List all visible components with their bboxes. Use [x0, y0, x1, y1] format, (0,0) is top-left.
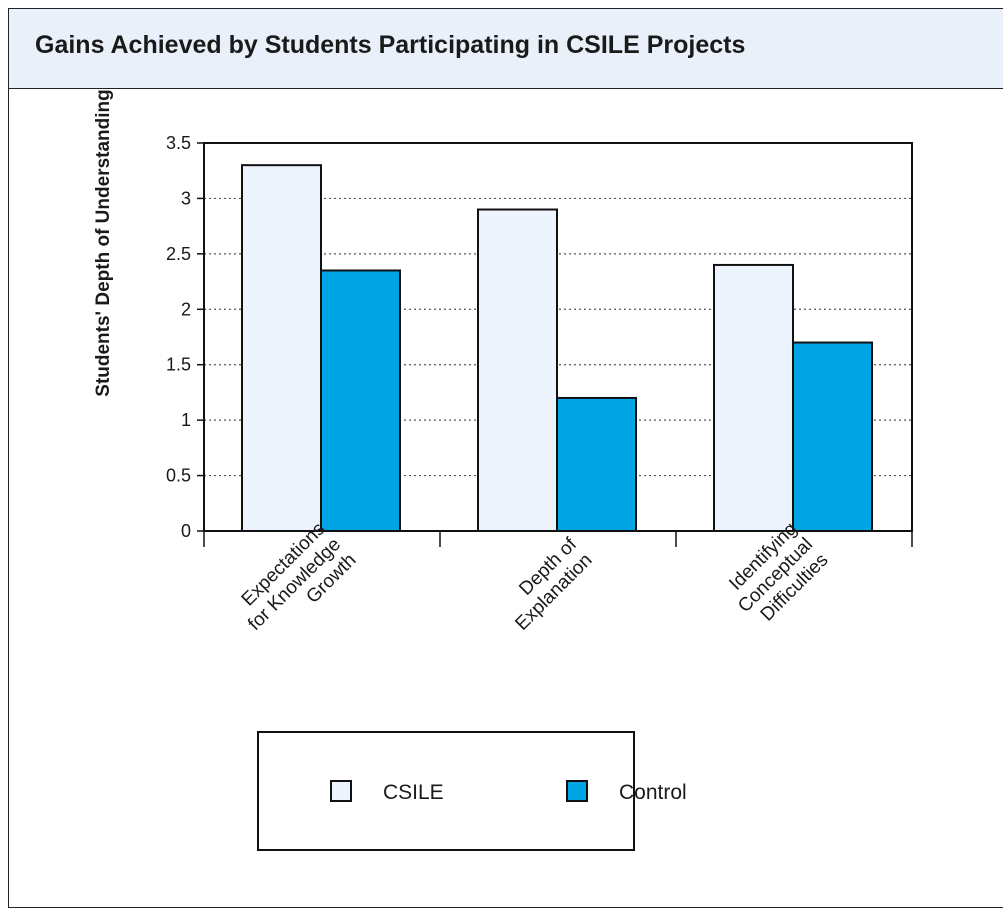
legend-label-control: Control: [619, 781, 687, 804]
bar-control-1: [320, 269, 401, 532]
figure-title: Gains Achieved by Students Participating…: [35, 31, 746, 59]
title-bar: Gains Achieved by Students Participating…: [9, 9, 1003, 89]
bars: [241, 164, 873, 533]
y-tick-label: 3.5: [166, 133, 191, 153]
bar-csile-3: [713, 263, 794, 532]
y-tick-labels: 0 0.5 1 1.5 2 2.5 3 3.5: [166, 133, 191, 541]
y-tick-label: 1: [181, 410, 191, 430]
y-tick-label: 2: [181, 299, 191, 319]
bar-control-3: [792, 341, 873, 532]
legend-swatch-csile: [330, 780, 352, 802]
bar-control-2: [556, 396, 637, 532]
axes: [197, 142, 913, 547]
bar-csile-1: [241, 164, 322, 533]
y-tick-label: 0.5: [166, 466, 191, 486]
legend: CSILE Control: [257, 731, 687, 851]
plot-frame: [203, 142, 913, 532]
y-tick-label: 0: [181, 521, 191, 541]
bar-csile-2: [477, 208, 558, 532]
y-axis-label: Students' Depth of Understanding: [93, 89, 114, 396]
y-tick-label: 3: [181, 188, 191, 208]
legend-swatch-control: [566, 780, 588, 802]
y-tick-label: 2.5: [166, 244, 191, 264]
y-tick-label: 1.5: [166, 355, 191, 375]
legend-label-csile: CSILE: [383, 781, 444, 804]
